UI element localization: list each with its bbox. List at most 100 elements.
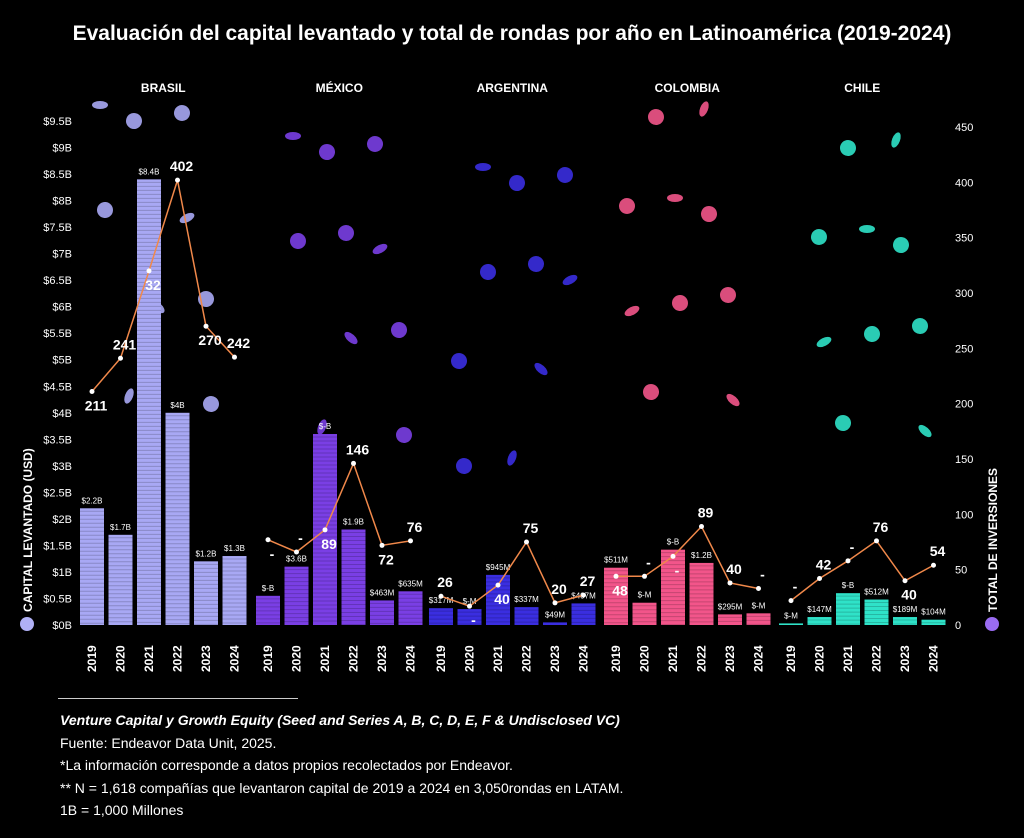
coin-icon — [648, 109, 664, 125]
coin-icon — [92, 101, 108, 109]
left-tick-label: $4B — [52, 408, 72, 420]
rounds-point — [788, 598, 794, 604]
bar-value-label: $1.9B — [343, 518, 364, 527]
bar-value-label: $-B — [842, 581, 854, 590]
year-label: 2022 — [347, 645, 361, 672]
coin-icon — [643, 384, 659, 400]
left-tick-label: $9.5B — [43, 116, 72, 128]
year-label: 2022 — [870, 645, 884, 672]
rounds-point — [581, 592, 586, 598]
bar-value-label: $511M — [604, 556, 628, 565]
left-tick-label: $2B — [52, 514, 72, 526]
year-label: 2021 — [666, 645, 680, 672]
bar — [921, 619, 946, 625]
rounds-label: 211 — [85, 397, 108, 413]
rounds-point — [408, 538, 413, 544]
rounds-label: - — [760, 566, 765, 582]
coin-icon — [124, 388, 134, 404]
bar-value-label: $-B — [262, 584, 274, 593]
rounds-point — [874, 538, 879, 544]
coin-icon — [816, 336, 832, 348]
bar-value-label: $-B — [667, 538, 679, 547]
coin-icon — [840, 140, 856, 156]
coin-icon — [892, 237, 909, 253]
coin-icon — [480, 264, 496, 280]
right-tick-label: 0 — [955, 620, 961, 632]
bar-value-label: $512M — [864, 588, 889, 597]
rounds-label: 76 — [407, 519, 423, 535]
rounds-point — [232, 354, 237, 360]
left-tick-label: $9B — [52, 143, 72, 155]
right-tick-label: 450 — [955, 122, 973, 134]
rounds-point — [294, 549, 299, 555]
left-tick-label: $5.5B — [43, 328, 72, 340]
left-tick-label: $5B — [52, 355, 72, 367]
year-label: 2020 — [463, 645, 477, 672]
bar — [108, 534, 133, 625]
footer-note-3: 1B = 1,000 Millones — [60, 802, 184, 818]
right-tick-label: 50 — [955, 565, 967, 577]
bar-value-label: $147M — [807, 605, 832, 614]
coin-icon — [451, 353, 468, 369]
bar — [137, 179, 161, 625]
coin-icon — [619, 198, 636, 214]
bar — [807, 617, 832, 625]
country-label: BRASIL — [141, 81, 186, 95]
coin-icon — [344, 331, 358, 345]
rounds-label: 72 — [378, 551, 394, 567]
coin-icon — [174, 105, 190, 121]
coin-icon — [672, 295, 688, 311]
coin-icon — [126, 113, 143, 129]
rounds-point — [931, 562, 936, 568]
year-label: 2020 — [290, 645, 304, 672]
year-label: 2021 — [841, 645, 855, 672]
bar-value-label: $337M — [514, 595, 539, 604]
left-tick-label: $3.5B — [43, 434, 72, 446]
rounds-label: - — [270, 546, 275, 562]
rounds-point — [642, 573, 647, 579]
right-tick-label: 400 — [955, 177, 973, 189]
bar-value-label: $-M — [638, 591, 652, 600]
right-tick-label: 350 — [955, 233, 973, 245]
bar-value-label: $-M — [784, 611, 798, 620]
left-tick-label: $6.5B — [43, 275, 72, 287]
bar-value-label: $1.2B — [196, 549, 217, 558]
bar — [779, 623, 803, 625]
rounds-point — [670, 553, 676, 559]
year-label: 2024 — [577, 645, 591, 672]
left-tick-label: $7.5B — [43, 222, 72, 234]
coin-icon — [726, 393, 740, 407]
year-label: 2022 — [520, 645, 534, 672]
coin-icon — [811, 229, 827, 245]
left-tick-label: $2.5B — [43, 487, 72, 499]
rounds-point — [467, 603, 472, 609]
bar-value-label: $8.4B — [139, 167, 160, 176]
left-tick-label: $3B — [52, 461, 72, 473]
year-label: 2019 — [784, 645, 798, 672]
year-label: 2019 — [85, 645, 99, 672]
coin-icon — [509, 175, 525, 191]
bar — [514, 607, 539, 625]
year-label: 2024 — [404, 645, 418, 672]
right-axis-title: TOTAL DE INVERSIONES — [986, 468, 1000, 612]
rounds-label: 26 — [437, 574, 453, 590]
country-label: ARGENTINA — [477, 81, 549, 95]
year-label: 2021 — [142, 645, 156, 672]
left-tick-label: $1.5B — [43, 540, 72, 552]
bar — [632, 602, 657, 625]
coin-icon — [475, 163, 491, 171]
rounds-point — [845, 558, 851, 564]
right-tick-label: 200 — [955, 399, 973, 411]
rounds-point — [613, 573, 619, 579]
coin-icon — [562, 274, 578, 286]
rounds-label: 89 — [698, 505, 714, 521]
bar — [256, 595, 280, 625]
year-label: 2020 — [638, 645, 652, 672]
rounds-label: 27 — [580, 573, 596, 589]
year-label: 2024 — [752, 645, 766, 672]
coin-icon — [699, 101, 709, 117]
rounds-line — [790, 539, 934, 602]
coin-icon — [835, 415, 851, 431]
rounds-label: 402 — [170, 158, 194, 174]
rounds-point — [146, 268, 152, 274]
